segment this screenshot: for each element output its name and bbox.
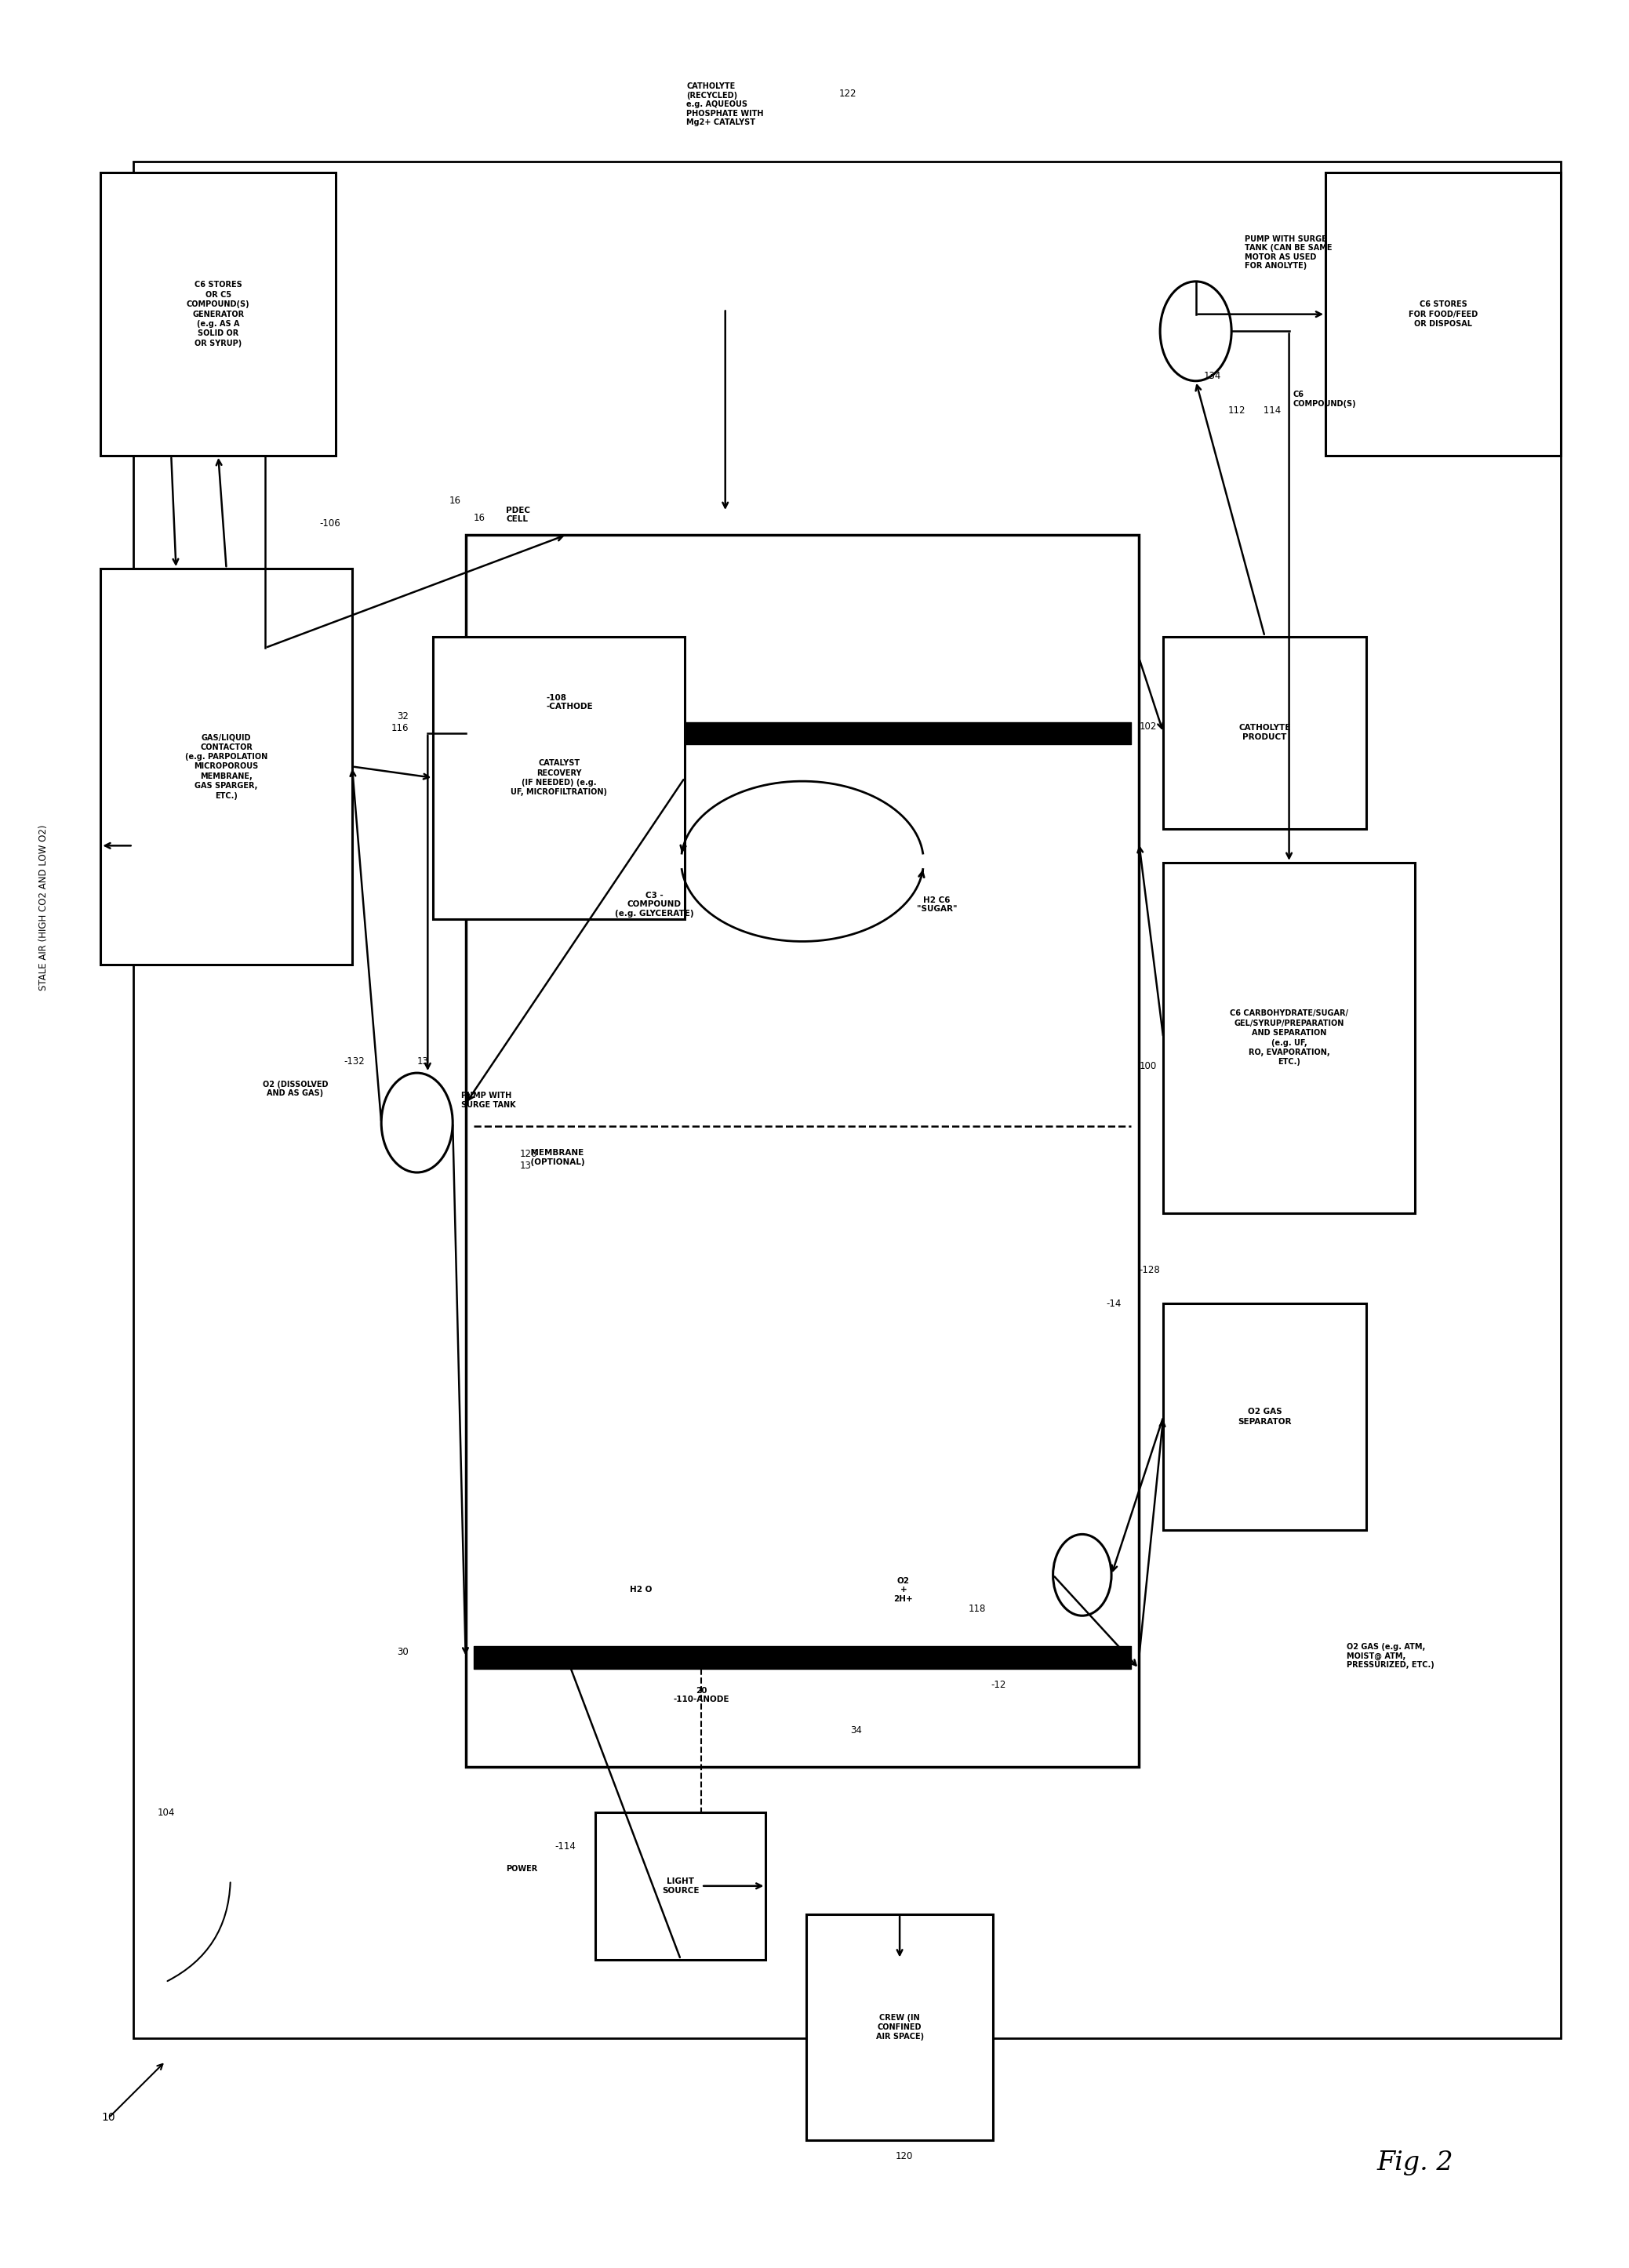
Text: -14: -14 [1106,1300,1122,1309]
Bar [1163,862,1416,1213]
Text: PDEC
CELL: PDEC CELL [507,506,531,524]
Bar [596,1812,766,1960]
Text: CATHOLYTE
PRODUCT: CATHOLYTE PRODUCT [1238,723,1290,742]
Text: -132: -132 [344,1057,365,1066]
Text: ANOLYTE (RECYCLED): ANOLYTE (RECYCLED) [930,1662,1023,1669]
Text: 120: 120 [896,2150,914,2161]
Bar [134,161,1561,2039]
Circle shape [1052,1533,1111,1615]
Text: 20
-110-ANODE: 20 -110-ANODE [673,1687,730,1703]
Text: 100: 100 [1139,1061,1157,1070]
Text: CREW (IN
CONFINED
AIR SPACE): CREW (IN CONFINED AIR SPACE) [876,2014,924,2041]
Text: O2 GAS (e.g. ATM,
MOIST@ ATM,
PRESSURIZED, ETC.): O2 GAS (e.g. ATM, MOIST@ ATM, PRESSURIZE… [1347,1642,1434,1669]
Text: O2 GAS
SEPARATOR: O2 GAS SEPARATOR [1238,1408,1292,1427]
Text: 122: 122 [839,88,857,100]
Bar [1326,172,1561,456]
Bar [806,1914,994,2141]
Text: 32
116: 32 116 [391,710,409,733]
Text: 13: 13 [417,1057,428,1066]
Text: 126
13: 126 13 [520,1150,538,1170]
Text: PUMP WITH
SURGE TANK: PUMP WITH SURGE TANK [461,1091,515,1109]
Text: -12: -12 [990,1681,1007,1690]
Text: 16: 16 [450,497,461,506]
Text: PUMP WITH SURGE
TANK (CAN BE SAME
MOTOR AS USED
FOR ANOLYTE): PUMP WITH SURGE TANK (CAN BE SAME MOTOR … [1245,236,1333,270]
Text: O2 (DISSOLVED
AND AS GAS): O2 (DISSOLVED AND AS GAS) [262,1080,327,1098]
Text: C6 STORES
OR C5
COMPOUND(S)
GENERATOR
(e.g. AS A
SOLID OR
OR SYRUP): C6 STORES OR C5 COMPOUND(S) GENERATOR (e… [187,281,249,347]
Text: -114: -114 [555,1842,577,1851]
Text: 34: 34 [850,1726,862,1735]
Circle shape [381,1073,453,1173]
Text: C3 -
COMPOUND
(e.g. GLYCERATE): C3 - COMPOUND (e.g. GLYCERATE) [614,891,694,919]
Text: C6
COMPOUND(S): C6 COMPOUND(S) [1293,390,1357,408]
Bar [101,172,336,456]
Text: -106: -106 [319,519,340,528]
Text: 10: 10 [103,2112,116,2123]
Bar [101,569,352,964]
Text: MEMBRANE
    (OPTIONAL): MEMBRANE (OPTIONAL) [520,1150,585,1166]
Text: POWER: POWER [507,1864,538,1873]
Text: H2 C6
"SUGAR": H2 C6 "SUGAR" [917,896,958,914]
Text: O2
+
2H+: O2 + 2H+ [894,1576,912,1603]
Text: 104: 104 [158,1808,174,1817]
Text: STALE AIR (HIGH CO2 AND LOW O2): STALE AIR (HIGH CO2 AND LOW O2) [39,826,49,991]
Text: 30: 30 [397,1647,409,1658]
Text: 134: 134 [1204,372,1222,381]
Text: -108
-CATHODE: -108 -CATHODE [546,694,593,710]
Text: GAS/LIQUID
CONTACTOR
(e.g. PARPOLATION
MICROPOROUS
MEMBRANE,
GAS SPARGER,
ETC.): GAS/LIQUID CONTACTOR (e.g. PARPOLATION M… [186,733,267,801]
Text: 16: 16 [474,513,485,524]
Text: LIGHT
SOURCE: LIGHT SOURCE [661,1878,699,1894]
Text: 112: 112 [1228,406,1246,415]
Text: -128: -128 [1139,1266,1160,1275]
Text: 102: 102 [1139,721,1157,733]
Text: CATHOLYTE
(RECYCLED)
e.g. AQUEOUS
PHOSPHATE WITH
Mg2+ CATALYST: CATHOLYTE (RECYCLED) e.g. AQUEOUS PHOSPH… [687,82,764,127]
Bar [1163,1304,1367,1529]
Bar [1163,637,1367,828]
Text: C6 CARBOHYDRATE/SUGAR/
GEL/SYRUP/PREPARATION
AND SEPARATION
(e.g. UF,
RO, EVAPOR: C6 CARBOHYDRATE/SUGAR/ GEL/SYRUP/PREPARA… [1230,1009,1349,1066]
Text: 114: 114 [1261,406,1282,415]
Bar [466,535,1139,1767]
Text: C6 STORES
FOR FOOD/FEED
OR DISPOSAL: C6 STORES FOR FOOD/FEED OR DISPOSAL [1409,302,1478,329]
Circle shape [1160,281,1232,381]
Text: H2 O: H2 O [629,1585,652,1594]
Text: CATALYST
RECOVERY
(IF NEEDED) (e.g.
UF, MICROFILTRATION): CATALYST RECOVERY (IF NEEDED) (e.g. UF, … [512,760,608,796]
Text: Fig. 2: Fig. 2 [1377,2150,1453,2175]
Text: 118: 118 [968,1603,986,1615]
Bar [433,637,684,919]
